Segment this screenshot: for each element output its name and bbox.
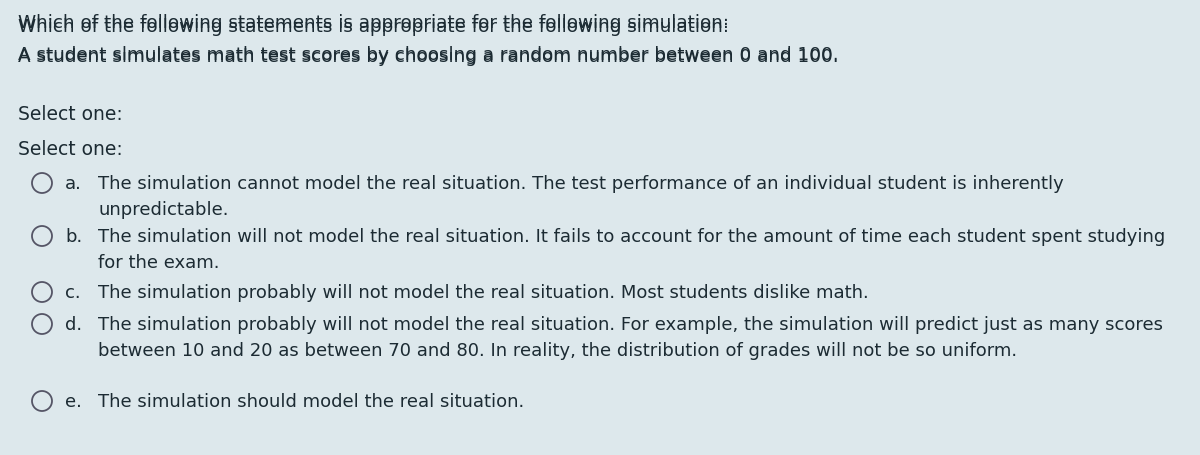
Text: a.: a. [65,175,82,192]
Text: Select one:: Select one: [18,105,122,124]
Text: e.: e. [65,392,82,410]
Text: between 10 and 20 as between 70 and 80. In reality, the distribution of grades w: between 10 and 20 as between 70 and 80. … [98,341,1018,359]
Text: d.: d. [65,315,82,333]
Text: c.: c. [65,283,80,301]
Text: A student simulates math test scores by choosing a random number between 0 and 1: A student simulates math test scores by … [18,46,839,64]
Text: The simulation probably will not model the real situation. Most students dislike: The simulation probably will not model t… [98,283,869,301]
Text: A student simulates math test scores by choosing a random number between 0 and 1: A student simulates math test scores by … [18,48,839,66]
Text: Select one:: Select one: [18,140,122,159]
Text: unpredictable.: unpredictable. [98,201,228,218]
Text: The simulation will not model the real situation. It fails to account for the am: The simulation will not model the real s… [98,228,1165,245]
Text: Which of the following statements is appropriate for the following simulation:: Which of the following statements is app… [18,14,730,32]
Text: The simulation should model the real situation.: The simulation should model the real sit… [98,392,524,410]
Text: The simulation cannot model the real situation. The test performance of an indiv: The simulation cannot model the real sit… [98,175,1063,192]
Text: b.: b. [65,228,83,245]
Text: The simulation probably will not model the real situation. For example, the simu: The simulation probably will not model t… [98,315,1163,333]
Text: for the exam.: for the exam. [98,253,220,271]
Text: Which of the following statements is appropriate for the following simulation:: Which of the following statements is app… [18,18,730,36]
